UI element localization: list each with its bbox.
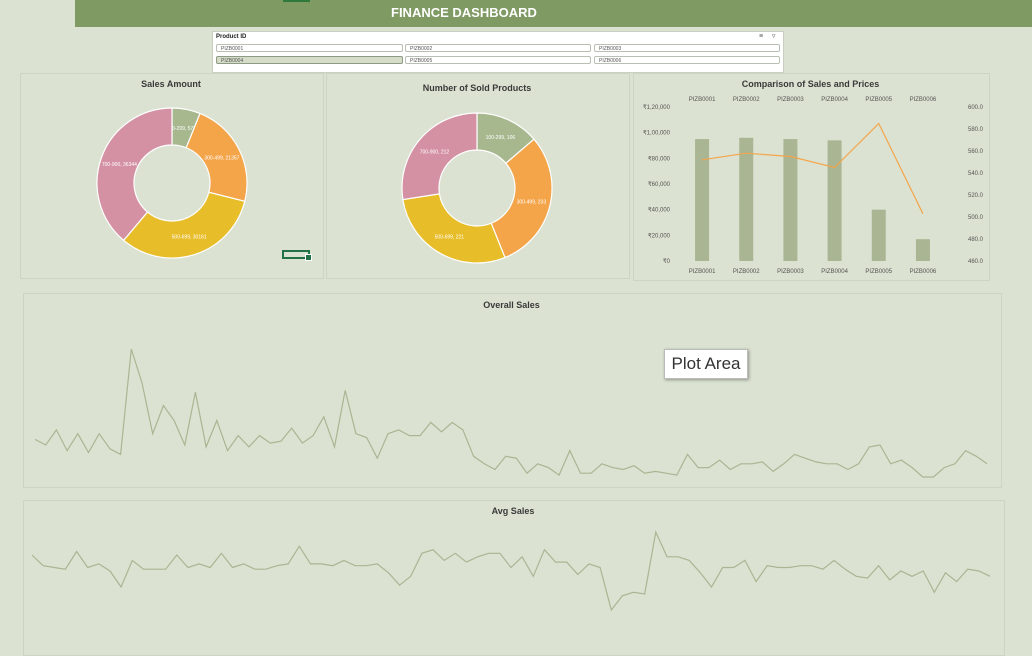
comparison-title: Comparison of Sales and Prices — [741, 79, 880, 89]
y-tick-label: ₹20,000 — [648, 232, 671, 239]
y2-tick-label: 500.0 — [968, 215, 984, 221]
x-tick-label: PIZB0006 — [910, 269, 937, 275]
price-line — [701, 122, 924, 214]
y2-tick-label: 480.0 — [968, 237, 984, 243]
data-label: 300-499, 21357 — [204, 156, 239, 162]
sold-products-panel[interactable] — [326, 73, 630, 279]
bar — [871, 209, 886, 261]
y-tick-label: ₹60,000 — [648, 181, 671, 188]
x-tick-label: PIZB0003 — [777, 269, 804, 275]
data-label: 100-299, 106 — [486, 135, 516, 141]
data-label: 500-699, 221 — [435, 235, 465, 241]
top-category-label: PIZB0003 — [777, 97, 804, 103]
slicer-item-pizb0001[interactable]: PIZB0001 — [216, 44, 403, 52]
y-tick-label: ₹40,000 — [648, 207, 671, 214]
top-category-label: PIZB0004 — [821, 97, 848, 103]
sales-amount-panel[interactable] — [20, 73, 324, 279]
product-id-slicer[interactable]: Product ID ≡ ▿ PIZB0001 PIZB0002 PIZB000… — [212, 31, 784, 73]
x-tick-label: PIZB0001 — [689, 269, 716, 275]
donut-slice — [401, 112, 478, 201]
data-label: 700-900, 212 — [420, 150, 450, 156]
slicer-item-pizb0005[interactable]: PIZB0005 — [405, 56, 591, 64]
avg-sales-line — [31, 529, 991, 612]
comparison-panel[interactable] — [633, 73, 990, 281]
cell-selection[interactable] — [282, 250, 312, 261]
avg-sales-title: Avg Sales — [491, 506, 535, 516]
slicer-item-pizb0002[interactable]: PIZB0002 — [405, 44, 591, 52]
top-category-label: PIZB0006 — [910, 97, 937, 103]
bar — [739, 137, 754, 261]
y2-tick-label: 600.0 — [968, 105, 984, 111]
data-label: 300-499, 233 — [517, 199, 547, 205]
x-tick-label: PIZB0004 — [821, 269, 848, 275]
y-tick-label: ₹80,000 — [648, 155, 671, 162]
slicer-item-pizb0006[interactable]: PIZB0006 — [594, 56, 780, 64]
sold-products-title: Number of Sold Products — [422, 83, 532, 93]
data-label: 700-900, 36344 — [102, 162, 137, 168]
sales-amount-title: Sales Amount — [141, 79, 201, 89]
dashboard-title: FINANCE DASHBOARD — [391, 5, 537, 20]
overall-sales-line — [34, 348, 988, 478]
bar — [915, 239, 930, 261]
y-tick-label: ₹1,00,000 — [643, 130, 671, 137]
data-label: 500-699, 30161 — [172, 234, 207, 240]
plot-area-tooltip: Plot Area — [664, 349, 748, 379]
y2-tick-label: 560.0 — [968, 149, 984, 155]
multi-select-icon[interactable]: ≡ — [759, 33, 764, 40]
top-category-label: PIZB0001 — [689, 97, 716, 103]
bar — [827, 140, 842, 261]
active-sheet-indicator — [283, 0, 310, 2]
overall-sales-title: Overall Sales — [483, 300, 540, 310]
donut-slice — [402, 193, 506, 264]
data-label: 100-299, 5705 — [167, 126, 199, 132]
x-tick-label: PIZB0002 — [733, 269, 760, 275]
overall-sales-panel[interactable] — [23, 293, 1002, 488]
y2-tick-label: 580.0 — [968, 127, 984, 133]
y2-tick-label: 540.0 — [968, 171, 984, 177]
y2-tick-label: 460.0 — [968, 259, 984, 265]
slicer-header: Product ID — [216, 34, 247, 40]
y-tick-label: ₹1,20,000 — [643, 104, 671, 111]
top-category-label: PIZB0005 — [865, 97, 892, 103]
slicer-item-pizb0003[interactable]: PIZB0003 — [594, 44, 780, 52]
donut-slice — [96, 107, 173, 242]
donut-slice — [490, 138, 553, 259]
title-bar: FINANCE DASHBOARD — [75, 0, 1032, 27]
clear-filter-icon[interactable]: ▿ — [772, 33, 776, 40]
donut-slice — [122, 191, 246, 259]
y-tick-label: ₹0 — [663, 258, 671, 265]
top-category-label: PIZB0002 — [733, 97, 760, 103]
y2-tick-label: 520.0 — [968, 193, 984, 199]
bar — [783, 139, 798, 261]
slicer-item-pizb0004[interactable]: PIZB0004 — [216, 56, 403, 64]
x-tick-label: PIZB0005 — [865, 269, 892, 275]
bar — [695, 139, 710, 261]
